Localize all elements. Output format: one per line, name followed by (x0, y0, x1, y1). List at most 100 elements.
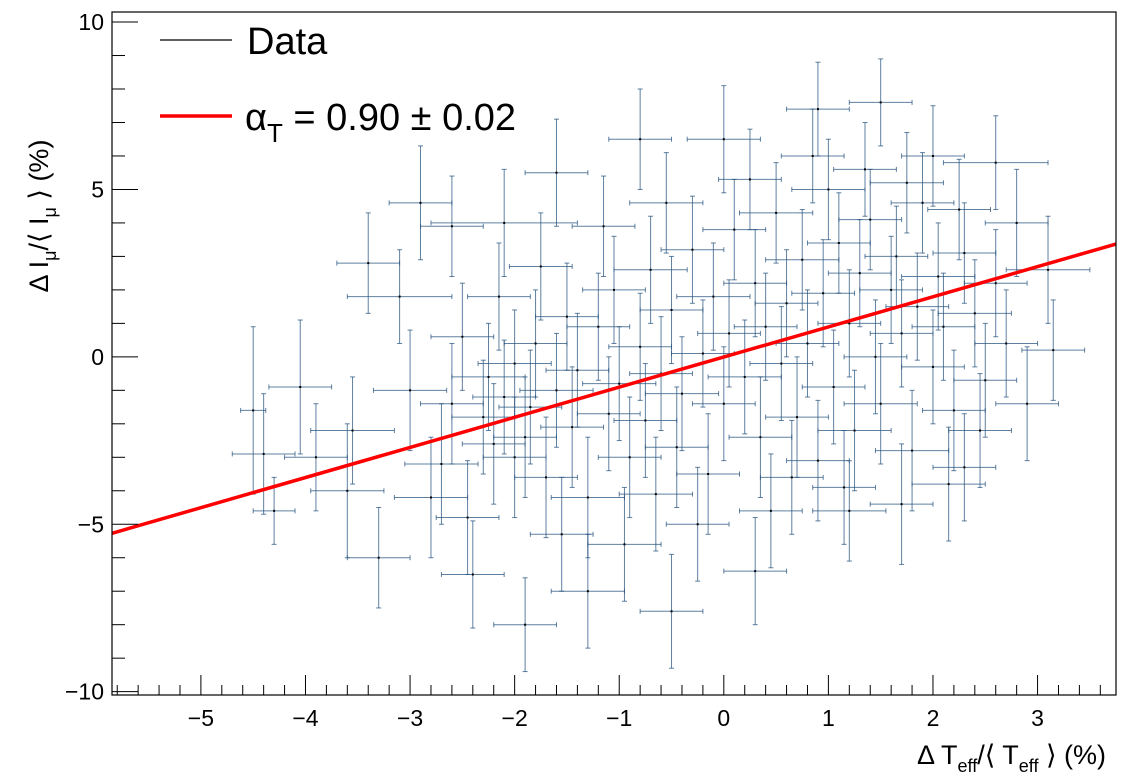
data-point-marker (675, 446, 678, 449)
data-point-marker (764, 325, 767, 328)
data-point (639, 255, 704, 365)
data-point (765, 356, 829, 478)
data-point (608, 88, 673, 190)
data-point (671, 299, 735, 408)
data-point-marker (524, 436, 527, 439)
data-point (493, 376, 557, 498)
data-point-marker (346, 489, 349, 492)
data-point-marker (482, 416, 485, 419)
data-point (582, 326, 657, 442)
data-point-marker (586, 496, 589, 499)
data-point-marker (450, 402, 453, 405)
data-point-marker (811, 154, 814, 157)
data-point-marker (586, 590, 589, 593)
data-point (942, 115, 1049, 211)
data-point (268, 319, 333, 455)
data-point-marker (649, 268, 652, 271)
data-point-marker (419, 201, 422, 204)
data-point-marker (973, 312, 976, 315)
data-point (817, 269, 882, 378)
data-point (848, 58, 913, 147)
data-point-marker (351, 429, 354, 432)
data-point (697, 279, 761, 388)
data-point-marker (712, 295, 715, 298)
data-point (587, 486, 662, 602)
data-point-marker (429, 496, 432, 499)
data-point-marker (759, 436, 762, 439)
data-point-marker (722, 138, 725, 141)
data-point-marker (905, 181, 908, 184)
data-point-marker (775, 211, 778, 214)
data-point-marker (827, 188, 830, 191)
data-point (780, 108, 845, 204)
data-point (660, 195, 725, 304)
x-tick-label: −1 (606, 705, 632, 731)
data-point-marker (461, 335, 464, 338)
data-point-marker (963, 252, 966, 255)
data-point-marker (597, 325, 600, 328)
x-tick-label: 2 (927, 705, 940, 731)
data-point (440, 520, 505, 629)
data-point (1005, 215, 1091, 324)
data-point-marker (754, 282, 757, 285)
data-point (901, 105, 965, 207)
data-point-marker (754, 570, 757, 573)
data-point-marker (670, 308, 673, 311)
data-point-marker (466, 516, 469, 519)
data-point (310, 376, 395, 485)
data-point (451, 322, 526, 432)
data-point (718, 128, 782, 231)
data-point-marker (701, 352, 704, 355)
data-point (508, 212, 573, 321)
data-point-marker (1052, 349, 1055, 352)
data-point-marker (796, 416, 799, 419)
data-point-marker (262, 452, 265, 455)
x-tick-label: −5 (188, 705, 214, 731)
data-point (759, 419, 824, 535)
data-point (937, 259, 1012, 368)
y-axis-ticks: −10 −5 0 5 10 (65, 9, 138, 705)
data-point-marker (848, 322, 851, 325)
y-tick-label: −5 (78, 511, 104, 537)
data-point-marker (837, 242, 840, 245)
x-axis-title: Δ Teff/⟨ Teff ⟩ (%) (917, 740, 1106, 776)
data-point (336, 212, 401, 314)
data-point-marker (534, 342, 537, 345)
data-point (691, 346, 756, 462)
data-point-marker (639, 345, 642, 348)
data-point (874, 389, 950, 512)
data-point-marker (947, 483, 950, 486)
data-point-marker (680, 392, 683, 395)
data-point-marker (377, 556, 380, 559)
data-point (503, 289, 568, 398)
data-point (284, 403, 348, 512)
data-point-marker (450, 225, 453, 228)
data-point (953, 322, 1018, 438)
data-point-marker (560, 533, 563, 536)
data-point (869, 132, 944, 234)
data-point-marker (848, 509, 851, 512)
data-point-marker (252, 409, 255, 412)
data-point (639, 553, 704, 669)
data-point (597, 396, 662, 519)
data-point-marker (670, 610, 673, 613)
data-point (550, 436, 625, 559)
data-point-marker (440, 462, 443, 465)
data-point-marker (607, 412, 610, 415)
data-point-marker (874, 355, 877, 358)
data-point-marker (937, 275, 940, 278)
data-point-marker (707, 473, 710, 476)
legend-data-label: Data (247, 21, 328, 63)
data-point (540, 366, 605, 488)
data-point-marker (623, 543, 626, 546)
data-point-marker (555, 171, 558, 174)
data-point-marker (539, 265, 542, 268)
data-point-marker (921, 201, 924, 204)
data-point-marker (790, 476, 793, 479)
x-tick-label: −2 (502, 705, 528, 731)
data-point (927, 158, 991, 261)
data-point (739, 162, 814, 264)
data-point (890, 152, 955, 254)
data-point (791, 239, 856, 348)
